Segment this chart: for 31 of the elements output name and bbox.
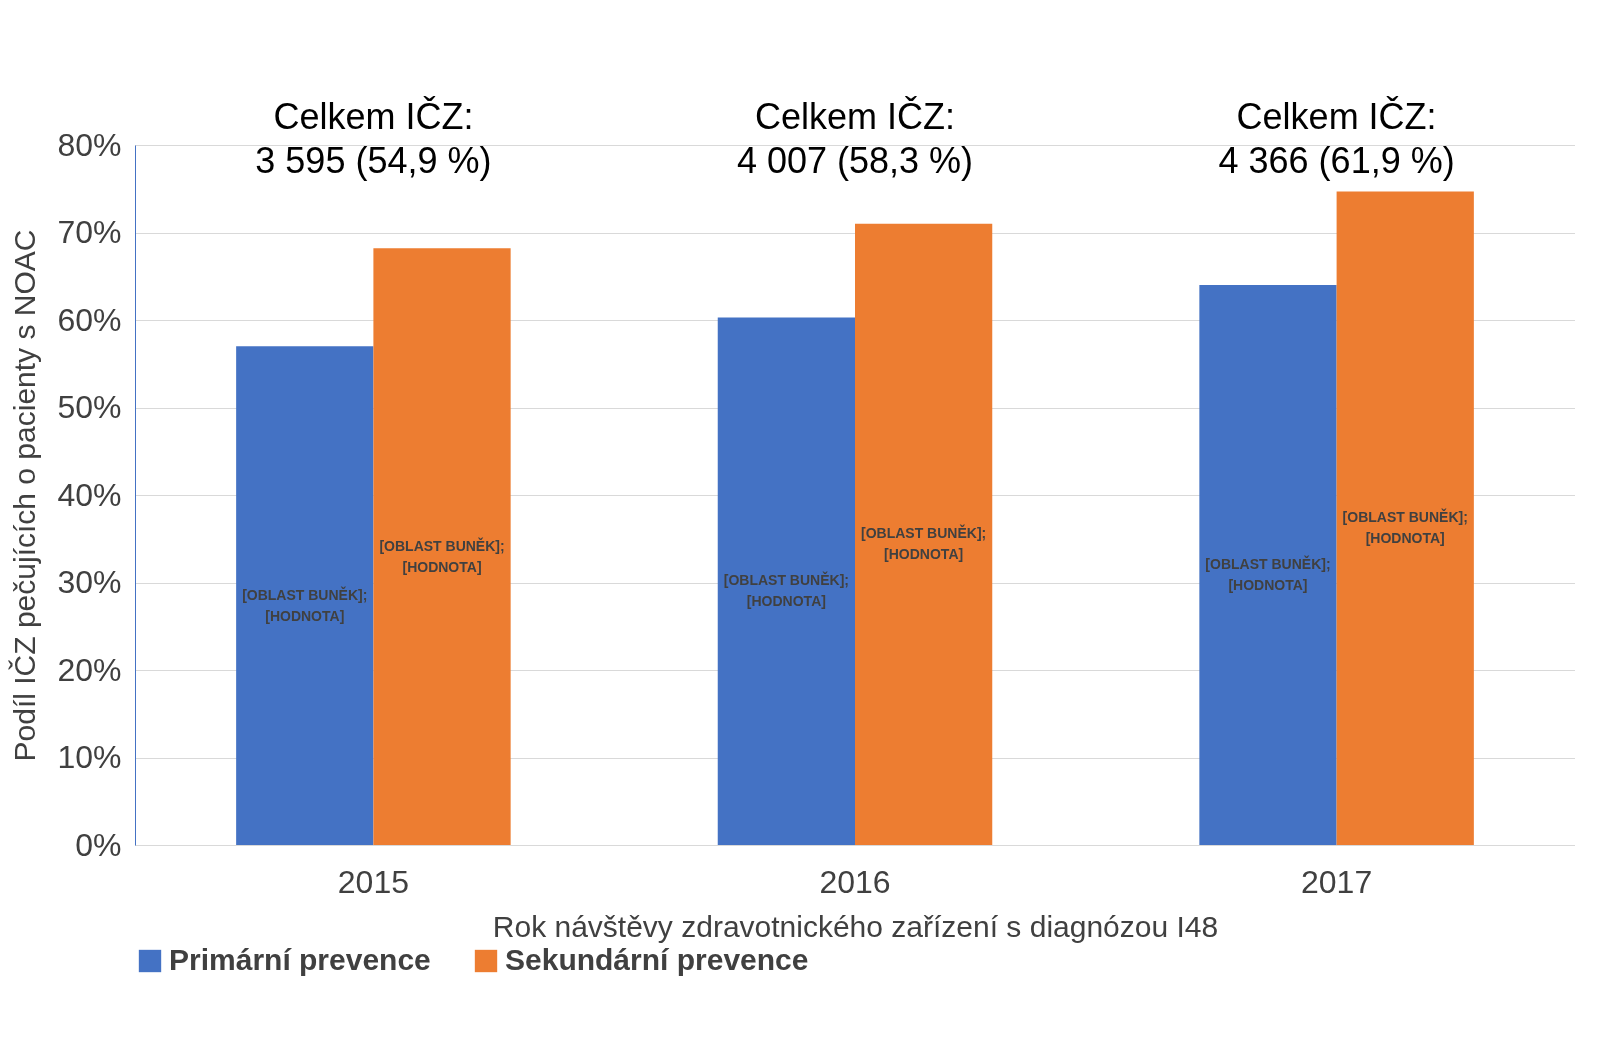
y-tick-label: 10% [57, 739, 122, 775]
y-tick-label: 50% [57, 389, 122, 425]
y-axis-title: Podíl IČZ pečujících o pacienty s NOAC [8, 229, 42, 762]
data-label: [OBLAST BUNĚK]; [HODNOTA] [723, 571, 849, 610]
legend-label: Sekundární prevence [505, 943, 809, 976]
bar [855, 223, 993, 845]
y-tick-label: 80% [57, 126, 122, 163]
x-tick-label: 2015 [337, 863, 409, 900]
data-label: [OBLAST BUNĚK]; [HODNOTA] [861, 524, 987, 563]
y-tick-label: 40% [57, 476, 122, 513]
bar [1336, 191, 1474, 845]
bar [236, 346, 374, 845]
legend-label: Primární prevence [169, 943, 431, 976]
bar [717, 317, 855, 845]
x-tick-label: 2016 [819, 863, 891, 900]
data-label: [OBLAST BUNĚK]; [HODNOTA] [1342, 508, 1468, 547]
y-tick-label: 20% [57, 651, 122, 688]
x-tick-label: 2017 [1301, 863, 1373, 900]
bar [373, 248, 511, 845]
y-tick-label: 0% [75, 826, 122, 863]
bar [1199, 285, 1337, 845]
annotation: Celkem IČZ: 4 366 (61,9 %) [1218, 96, 1455, 181]
y-tick-label: 70% [57, 214, 122, 250]
data-label: [OBLAST BUNĚK]; [HODNOTA] [242, 585, 368, 624]
data-label: [OBLAST BUNĚK]; [HODNOTA] [379, 536, 505, 575]
data-label: [OBLAST BUNĚK]; [HODNOTA] [1205, 555, 1331, 593]
y-tick-label: 60% [57, 301, 122, 338]
annotation: Celkem IČZ: 4 007 (58,3 %) [736, 96, 974, 181]
x-axis-title: Rok návštěvy zdravotnického zařízení s diagnózou I48 [492, 909, 1219, 943]
annotation: Celkem IČZ: 3 595 (54,9 %) [255, 96, 492, 181]
y-tick-label: 30% [57, 564, 122, 600]
